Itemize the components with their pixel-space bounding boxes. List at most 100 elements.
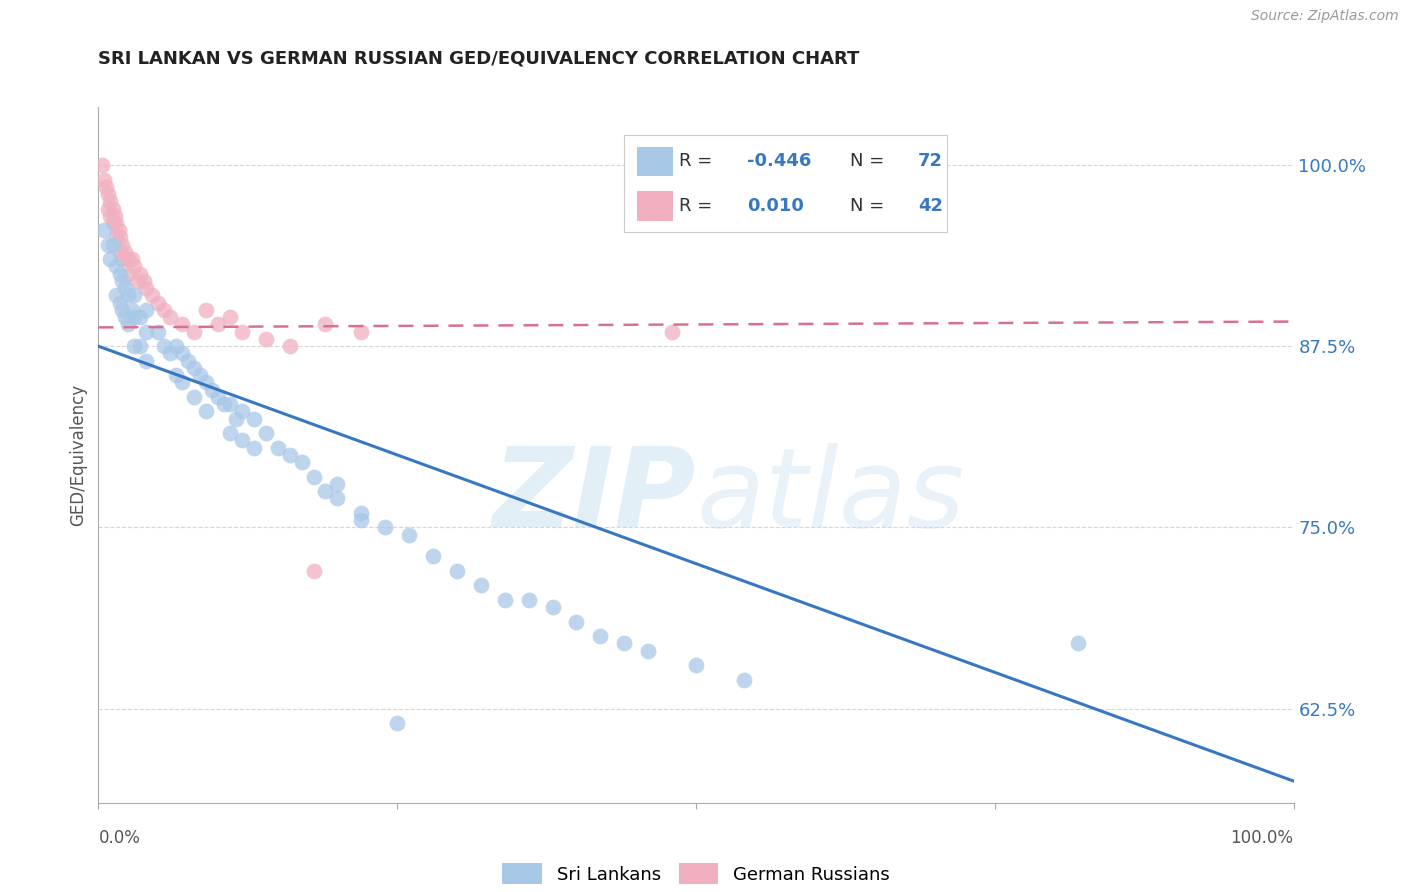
Point <box>172 376 194 390</box>
Point <box>374 520 396 534</box>
Point <box>108 295 131 310</box>
Bar <box>637 192 672 220</box>
Point <box>637 643 659 657</box>
Point <box>129 339 152 353</box>
Text: R =: R = <box>679 197 718 215</box>
Point <box>172 346 194 360</box>
Point <box>446 564 468 578</box>
Point <box>183 325 205 339</box>
Point <box>111 303 134 318</box>
Point <box>114 245 136 260</box>
Point <box>105 260 128 274</box>
Point <box>98 252 122 267</box>
Point <box>129 267 152 281</box>
Point <box>422 549 444 564</box>
Point <box>141 288 163 302</box>
Point <box>517 593 540 607</box>
Point <box>108 230 131 244</box>
Point <box>278 339 301 353</box>
Point <box>124 260 146 274</box>
Point <box>177 353 200 368</box>
Point <box>125 274 148 288</box>
Point <box>98 209 122 223</box>
Point <box>117 267 139 281</box>
Point <box>290 455 312 469</box>
Point <box>302 564 325 578</box>
Point <box>254 332 277 346</box>
Point <box>243 441 266 455</box>
Point <box>124 310 146 325</box>
Point <box>661 325 683 339</box>
Point <box>111 274 134 288</box>
Point <box>219 397 242 411</box>
Point <box>302 469 325 483</box>
Point <box>107 223 129 237</box>
Point <box>135 303 157 318</box>
Point <box>105 288 128 302</box>
Text: 0.0%: 0.0% <box>98 830 141 847</box>
Point <box>326 476 349 491</box>
Text: N =: N = <box>851 197 890 215</box>
Point <box>350 506 373 520</box>
Point <box>111 252 134 267</box>
Point <box>159 346 181 360</box>
Point <box>94 179 117 194</box>
Point <box>350 513 373 527</box>
Point <box>121 303 143 318</box>
Point <box>153 303 176 318</box>
Point <box>135 281 157 295</box>
Text: ZIP: ZIP <box>492 443 696 550</box>
Point <box>104 209 127 223</box>
Point <box>117 288 139 302</box>
Point <box>470 578 492 592</box>
Point <box>101 237 124 252</box>
Point <box>589 629 612 643</box>
Point <box>278 448 301 462</box>
Point <box>172 318 194 332</box>
Text: 42: 42 <box>918 197 943 215</box>
Text: 72: 72 <box>918 153 943 170</box>
Text: N =: N = <box>851 153 890 170</box>
Legend: Sri Lankans, German Russians: Sri Lankans, German Russians <box>502 863 890 884</box>
Point <box>124 339 146 353</box>
Point <box>494 593 516 607</box>
Point <box>219 310 242 325</box>
Point <box>212 397 235 411</box>
Text: atlas: atlas <box>696 443 965 550</box>
Point <box>243 411 266 425</box>
Point <box>91 158 114 172</box>
Point <box>121 252 143 267</box>
Point <box>315 318 337 332</box>
Point <box>231 325 253 339</box>
Point <box>207 318 229 332</box>
Point <box>114 310 136 325</box>
Point <box>129 310 152 325</box>
Point <box>101 202 124 216</box>
Point <box>105 216 128 230</box>
Point <box>135 353 157 368</box>
Point <box>148 295 170 310</box>
Y-axis label: GED/Equivalency: GED/Equivalency <box>69 384 87 526</box>
Point <box>105 230 128 244</box>
Point <box>153 339 176 353</box>
Point <box>159 310 181 325</box>
Point <box>97 187 120 202</box>
Point <box>326 491 349 506</box>
Point <box>183 361 205 376</box>
Point <box>114 281 136 295</box>
Point <box>267 441 290 455</box>
Point <box>117 318 139 332</box>
Point <box>194 404 217 418</box>
Bar <box>637 146 672 176</box>
Point <box>194 376 217 390</box>
Point <box>117 252 139 267</box>
Point <box>733 673 755 687</box>
Point <box>97 237 120 252</box>
Point <box>111 237 134 252</box>
Point <box>188 368 211 383</box>
Point <box>101 216 124 230</box>
Point <box>93 172 115 186</box>
Point <box>565 615 588 629</box>
Point <box>207 390 229 404</box>
Text: Source: ZipAtlas.com: Source: ZipAtlas.com <box>1251 9 1399 23</box>
